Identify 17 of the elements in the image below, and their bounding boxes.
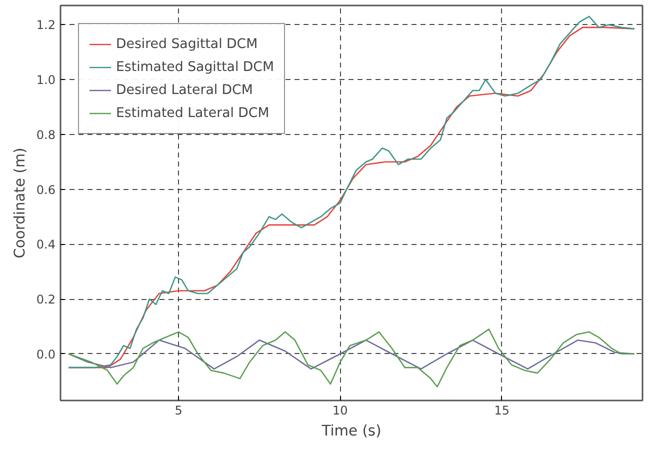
y-tick-label: 0.4 xyxy=(36,238,56,252)
legend-label: Desired Sagittal DCM xyxy=(116,36,258,52)
x-tick-label: 10 xyxy=(332,404,348,418)
y-tick-label: 1.0 xyxy=(36,73,56,88)
y-tick-label: 0.0 xyxy=(36,347,56,362)
y-axis-title: Coordinate (m) xyxy=(11,148,28,258)
y-tick-label: 0.8 xyxy=(36,128,56,142)
y-tick-label: 1.2 xyxy=(36,18,56,32)
y-tick-label: 0.2 xyxy=(36,292,56,307)
line-series xyxy=(68,328,636,388)
legend-label: Desired Lateral DCM xyxy=(116,82,253,98)
x-tick-label: 15 xyxy=(494,404,510,418)
legend-label: Estimated Sagittal DCM xyxy=(116,60,274,74)
y-tick-label: 0.6 xyxy=(36,182,56,197)
x-tick-label: 5 xyxy=(174,404,182,418)
x-axis-title: Time (s) xyxy=(320,422,382,440)
legend-label: Estimated Lateral DCM xyxy=(116,106,270,120)
